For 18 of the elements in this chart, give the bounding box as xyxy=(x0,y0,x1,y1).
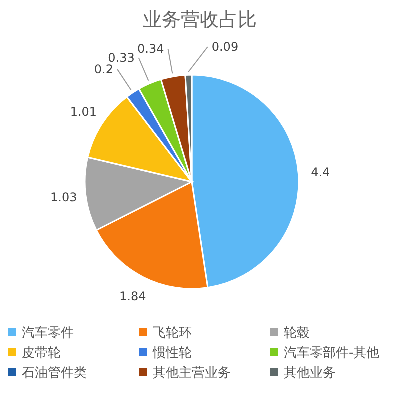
legend-label: 飞轮环 xyxy=(153,326,192,341)
legend-label: 惯性轮 xyxy=(152,346,192,361)
data-label: 4.4 xyxy=(311,165,330,180)
data-label: 0.09 xyxy=(212,40,239,54)
data-label: 0.33 xyxy=(108,50,135,65)
data-label: 0.2 xyxy=(94,62,114,76)
legend-label: 皮带轮 xyxy=(22,346,61,361)
data-label: 0.34 xyxy=(138,42,164,56)
data-label: 1.01 xyxy=(70,104,98,119)
chart-title: 业务营收占比 xyxy=(143,9,257,31)
legend-label: 汽车零部件-其他 xyxy=(284,346,380,361)
legend-label: 其他主营业务 xyxy=(153,365,231,381)
data-label: 1.84 xyxy=(120,290,146,304)
legend-label: 汽车零件 xyxy=(22,326,74,341)
legend-label: 轮毂 xyxy=(284,326,310,341)
legend-label: 石油管件类 xyxy=(22,366,87,381)
legend-label: 其他业务 xyxy=(284,366,336,381)
data-label: 1.03 xyxy=(50,190,78,204)
